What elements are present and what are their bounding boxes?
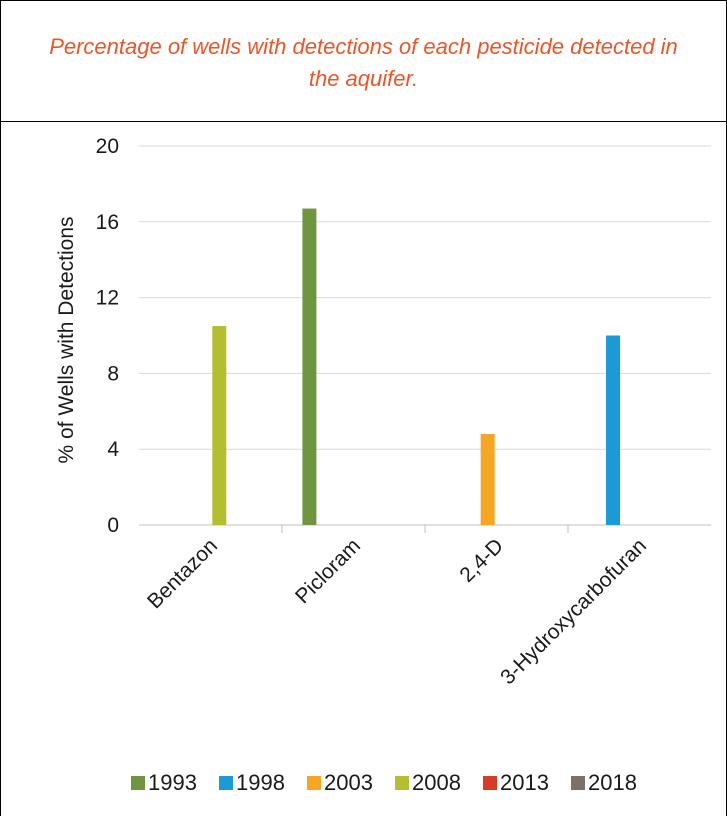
y-axis-ticks: 0 4 8 12 16 20 [96, 135, 120, 537]
legend-item-1998: 1998 [219, 770, 285, 795]
y-tick-label: 0 [107, 514, 119, 537]
x-tick-label: Picloram [291, 534, 365, 608]
legend-label: 2003 [324, 770, 373, 795]
x-tick-label: 3-Hydroxycarbofuran [496, 534, 651, 689]
legend-swatch [131, 776, 145, 790]
y-tick-label: 20 [96, 135, 119, 158]
legend-swatch [571, 776, 585, 790]
title-box: Percentage of wells with detections of e… [1, 1, 726, 122]
legend-swatch [307, 776, 321, 790]
x-axis-labels: Bentazon Picloram 2,4-D3-Hydroxycarbofuran [143, 534, 651, 689]
bar-2-4-d-2003 [480, 434, 495, 525]
x-tick-label: Bentazon [143, 534, 222, 613]
legend-swatch [219, 776, 233, 790]
bars [212, 208, 621, 525]
legend-swatch [483, 776, 497, 790]
y-tick-label: 4 [107, 438, 119, 461]
y-tick-label: 16 [96, 211, 119, 234]
y-tick-label: 12 [96, 287, 119, 310]
legend-item-2003: 2003 [307, 770, 373, 795]
bar-3-hydroxycarbofuran-1998 [606, 335, 621, 525]
legend-item-2018: 2018 [571, 770, 637, 795]
legend-item-2008: 2008 [395, 770, 461, 795]
legend-label: 2018 [588, 770, 637, 795]
legend-item-2013: 2013 [483, 770, 549, 795]
legend-label: 2008 [412, 770, 461, 795]
legend-label: 1998 [236, 770, 285, 795]
legend-item-1993: 1993 [131, 770, 197, 795]
x-tick-label: 2,4-D [455, 534, 508, 587]
legend-label: 1993 [148, 770, 197, 795]
y-axis-label: % of Wells with Detections [55, 216, 78, 463]
bar-picloram-1993 [302, 208, 317, 525]
y-tick-label: 8 [107, 362, 119, 385]
legend-swatch [395, 776, 409, 790]
legend: 1993 1998 2003 2008 2013 2018 [131, 770, 637, 795]
bar-bentazon-2008 [212, 326, 227, 525]
legend-label: 2013 [500, 770, 549, 795]
bar-chart: 0 4 8 12 16 20 Bentazon Picloram 2,4-D3-Hydroxy… [55, 135, 711, 795]
chart-title: Percentage of wells with detections of e… [49, 34, 678, 91]
